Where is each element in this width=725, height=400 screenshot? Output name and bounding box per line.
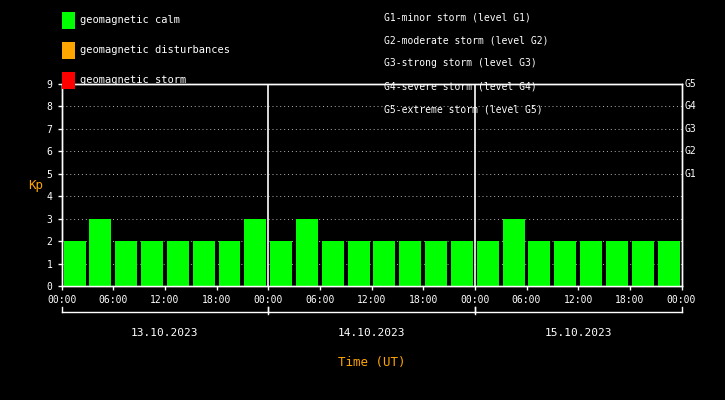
Bar (399, 241, 421, 286)
Text: G4: G4 (684, 102, 696, 112)
Bar (555, 241, 576, 286)
Bar (89, 219, 112, 286)
Bar (477, 241, 499, 286)
Bar (244, 219, 266, 286)
Y-axis label: Kp: Kp (28, 178, 43, 192)
Text: 14.10.2023: 14.10.2023 (338, 328, 405, 338)
Text: G3: G3 (684, 124, 696, 134)
Bar (141, 241, 163, 286)
Text: 13.10.2023: 13.10.2023 (131, 328, 199, 338)
Bar (502, 219, 525, 286)
Bar (606, 241, 628, 286)
Text: G4-severe storm (level G4): G4-severe storm (level G4) (384, 82, 536, 92)
Bar (167, 241, 188, 286)
Text: G1-minor storm (level G1): G1-minor storm (level G1) (384, 12, 531, 22)
Bar (115, 241, 137, 286)
Bar (451, 241, 473, 286)
Text: geomagnetic disturbances: geomagnetic disturbances (80, 45, 231, 55)
Bar (631, 241, 654, 286)
Bar (193, 241, 215, 286)
Text: geomagnetic storm: geomagnetic storm (80, 76, 187, 86)
Bar (218, 241, 241, 286)
Text: G1: G1 (684, 169, 696, 179)
Bar (270, 241, 292, 286)
Bar (296, 219, 318, 286)
Bar (425, 241, 447, 286)
Bar (373, 241, 395, 286)
Bar (580, 241, 602, 286)
Bar (64, 241, 86, 286)
Text: geomagnetic calm: geomagnetic calm (80, 16, 181, 26)
Text: 15.10.2023: 15.10.2023 (544, 328, 612, 338)
Bar (658, 241, 679, 286)
Bar (348, 241, 370, 286)
Bar (322, 241, 344, 286)
Text: G3-strong storm (level G3): G3-strong storm (level G3) (384, 58, 536, 68)
Text: Time (UT): Time (UT) (338, 356, 405, 369)
Text: G5: G5 (684, 79, 696, 89)
Bar (529, 241, 550, 286)
Text: G2: G2 (684, 146, 696, 156)
Text: G5-extreme storm (level G5): G5-extreme storm (level G5) (384, 105, 542, 115)
Text: G2-moderate storm (level G2): G2-moderate storm (level G2) (384, 35, 548, 45)
